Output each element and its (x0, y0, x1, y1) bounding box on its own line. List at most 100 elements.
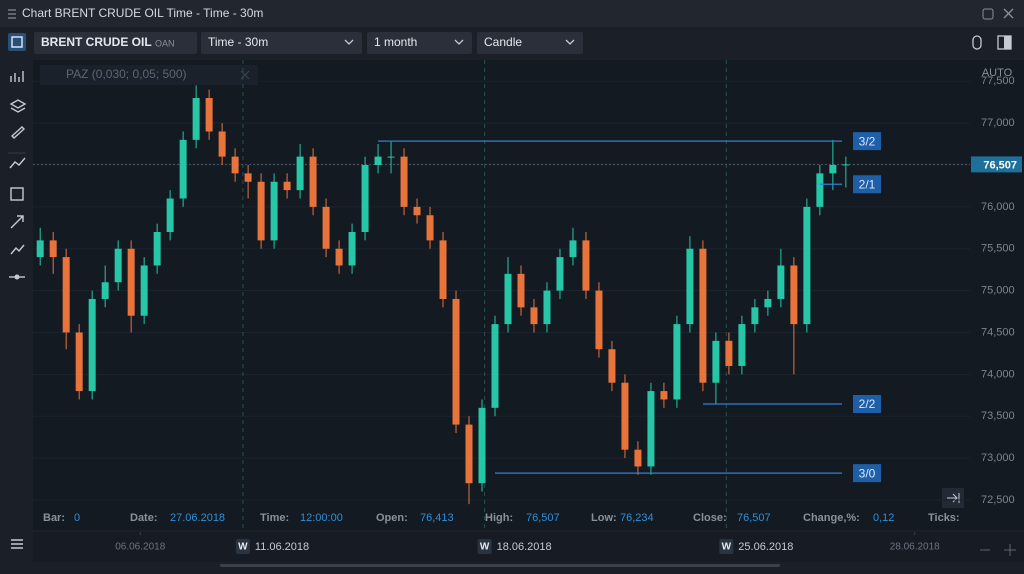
draw-icon[interactable] (10, 126, 26, 139)
candle-body (634, 449, 642, 467)
y-tick-label: 75,500 (981, 243, 1015, 255)
zoom-buttons[interactable] (980, 544, 1016, 556)
indicator-legend (40, 65, 258, 85)
candle-body (777, 265, 785, 299)
time-axis (33, 532, 1024, 562)
candle-body (153, 231, 161, 266)
candle-body (582, 240, 590, 291)
candle-body (62, 257, 70, 333)
level-label: 2/2 (859, 397, 876, 411)
line-icon-dot (14, 274, 20, 280)
candle-body (790, 265, 798, 325)
chart-type: Candle (484, 35, 522, 49)
exchange: OAN (155, 38, 175, 48)
candle-body (517, 273, 525, 308)
week-badge-label: W (480, 542, 490, 553)
templates-icon[interactable] (10, 187, 24, 201)
instrument: BRENT CRUDE OIL (41, 35, 152, 49)
candle-body (127, 248, 135, 316)
candle-body (452, 298, 460, 425)
level-tag (853, 464, 881, 483)
scroll-end-icon (947, 493, 960, 503)
candle-body (114, 248, 122, 283)
candle-body (413, 206, 421, 216)
arrow-icon[interactable] (10, 215, 24, 229)
status-value: 76,507 (737, 512, 771, 524)
candle-body (543, 290, 551, 325)
candle-body (751, 307, 759, 325)
menu-icon[interactable] (8, 9, 16, 19)
indicators-icon[interactable] (10, 71, 24, 82)
x-tick-label: 28.06.2018 (890, 542, 940, 553)
candle-body (426, 215, 434, 241)
candle-body (192, 98, 200, 140)
axis-mode[interactable]: AUTO (982, 67, 1013, 79)
level-tag (853, 394, 881, 413)
candle-body (309, 156, 317, 207)
candle-body (387, 156, 395, 158)
maximize-button[interactable] (982, 8, 994, 20)
status-value: 12:00:00 (300, 512, 343, 524)
candle-body (595, 290, 603, 350)
candle-body (257, 181, 265, 241)
candle-body (205, 98, 213, 132)
last-price-tag (971, 156, 1022, 173)
status-label: Change,%: (803, 512, 860, 524)
status-label: Date: (130, 512, 158, 524)
candle-body (569, 240, 577, 258)
legend-close[interactable] (240, 70, 250, 80)
y-tick-label: 75,000 (981, 285, 1015, 297)
close-button[interactable] (1003, 8, 1014, 19)
level-label: 3/0 (859, 466, 876, 480)
instrument-field[interactable] (34, 32, 197, 54)
candle-body (166, 198, 174, 232)
candle-body (322, 206, 330, 249)
candle-body (842, 164, 850, 166)
price-axis (970, 60, 1024, 530)
plot-area (33, 60, 970, 530)
candle-body (361, 164, 369, 232)
candle-body (218, 131, 226, 157)
candle-body (556, 257, 564, 291)
y-tick-label: 77,500 (981, 75, 1015, 87)
period-dropdown[interactable] (367, 32, 472, 54)
candle-body (829, 164, 837, 174)
y-tick-label: 74,500 (981, 326, 1015, 338)
candle-body (36, 240, 44, 258)
y-tick-label: 73,000 (981, 452, 1015, 464)
y-tick-label: 76,000 (981, 201, 1015, 213)
week-badge (477, 539, 492, 554)
candle-body (621, 382, 629, 450)
patterns-icon[interactable] (9, 157, 26, 169)
tools-icon[interactable] (10, 244, 25, 255)
list-icon[interactable] (11, 539, 23, 549)
candle-body (400, 156, 408, 207)
x-tick-label: 11.06.2018 (255, 541, 309, 553)
week-badge (719, 539, 734, 554)
status-label: Time: (260, 512, 289, 524)
candle-body (491, 324, 499, 408)
dropdown-arrow (454, 39, 464, 45)
scrollbar[interactable] (220, 564, 780, 567)
chart-type-dropdown[interactable] (477, 32, 583, 54)
status-value: 0,12 (873, 512, 894, 524)
x-tick-label: 18.06.2018 (497, 541, 552, 553)
candle-body (140, 265, 148, 316)
panel-toggle[interactable] (8, 33, 26, 51)
title-bar (0, 0, 1024, 27)
candle-body (179, 139, 187, 199)
status-value: 76,234 (620, 512, 654, 524)
level-tag (853, 132, 881, 151)
timeframe-dropdown[interactable] (201, 32, 362, 54)
level-tag (853, 175, 881, 194)
indicator-label: PAZ (0,030; 0,05; 500) (66, 67, 187, 81)
week-badge-label: W (238, 542, 248, 553)
candle-body (712, 340, 720, 383)
mouse-icon[interactable] (972, 35, 982, 50)
window-title: Chart BRENT CRUDE OIL Time - Time - 30m (22, 6, 263, 20)
layers-icon[interactable] (9, 99, 27, 113)
candle-body (374, 156, 382, 165)
candle-body (88, 298, 96, 392)
candle-body (738, 324, 746, 366)
